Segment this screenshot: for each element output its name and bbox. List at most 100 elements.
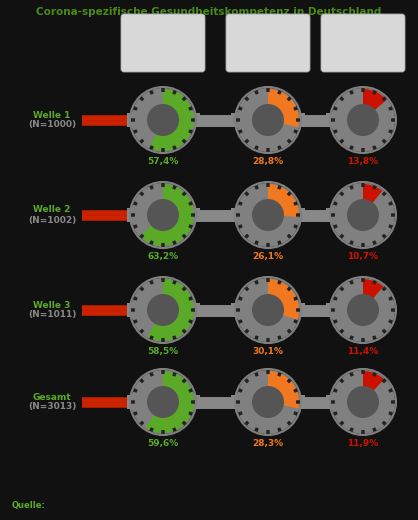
Wedge shape xyxy=(330,400,335,404)
Circle shape xyxy=(252,386,284,418)
Wedge shape xyxy=(266,148,270,153)
Wedge shape xyxy=(235,118,240,122)
Wedge shape xyxy=(149,184,154,190)
Wedge shape xyxy=(138,421,144,426)
Wedge shape xyxy=(243,421,250,426)
Wedge shape xyxy=(132,388,138,393)
Wedge shape xyxy=(293,388,299,393)
Wedge shape xyxy=(132,201,138,206)
Wedge shape xyxy=(172,371,177,377)
Wedge shape xyxy=(254,145,259,151)
FancyBboxPatch shape xyxy=(295,113,305,127)
Wedge shape xyxy=(277,335,282,341)
Text: Inadäquate: Inadäquate xyxy=(336,25,390,34)
Wedge shape xyxy=(243,95,250,101)
Wedge shape xyxy=(382,95,387,101)
Wedge shape xyxy=(372,371,377,377)
Wedge shape xyxy=(145,371,194,433)
Circle shape xyxy=(236,88,300,152)
Wedge shape xyxy=(287,421,293,426)
Wedge shape xyxy=(172,184,177,190)
Wedge shape xyxy=(149,279,154,285)
Text: Ausreichende: Ausreichende xyxy=(130,25,196,34)
Wedge shape xyxy=(182,378,188,383)
Wedge shape xyxy=(188,388,194,393)
FancyBboxPatch shape xyxy=(326,303,336,317)
Wedge shape xyxy=(161,277,165,282)
Wedge shape xyxy=(293,296,299,301)
Text: 11,4%: 11,4% xyxy=(347,347,379,356)
Wedge shape xyxy=(138,139,144,145)
Wedge shape xyxy=(332,224,338,229)
FancyBboxPatch shape xyxy=(326,113,336,127)
Wedge shape xyxy=(382,329,387,334)
Wedge shape xyxy=(132,106,138,111)
Wedge shape xyxy=(277,371,282,377)
Text: Gesundheitsko: Gesundheitsko xyxy=(331,36,395,45)
Wedge shape xyxy=(388,224,394,229)
Wedge shape xyxy=(172,335,177,341)
Circle shape xyxy=(147,294,179,326)
Wedge shape xyxy=(182,95,188,101)
Wedge shape xyxy=(138,190,144,197)
Wedge shape xyxy=(330,308,335,312)
Wedge shape xyxy=(266,243,270,248)
Wedge shape xyxy=(388,201,394,206)
Wedge shape xyxy=(391,308,396,312)
Wedge shape xyxy=(361,338,365,343)
Wedge shape xyxy=(361,277,365,282)
Circle shape xyxy=(252,199,284,231)
Wedge shape xyxy=(268,89,299,127)
Wedge shape xyxy=(237,224,243,229)
Circle shape xyxy=(252,294,284,326)
Wedge shape xyxy=(254,335,259,341)
Wedge shape xyxy=(382,233,387,240)
Text: 59,6%: 59,6% xyxy=(148,439,178,448)
FancyBboxPatch shape xyxy=(190,208,200,222)
FancyBboxPatch shape xyxy=(231,113,241,127)
Wedge shape xyxy=(182,233,188,240)
Wedge shape xyxy=(191,308,196,312)
Circle shape xyxy=(347,294,379,326)
Circle shape xyxy=(236,370,300,434)
FancyBboxPatch shape xyxy=(190,303,200,317)
Wedge shape xyxy=(372,335,377,341)
Wedge shape xyxy=(235,213,240,217)
Wedge shape xyxy=(372,89,377,95)
Wedge shape xyxy=(363,89,387,120)
Text: 28,3%: 28,3% xyxy=(252,439,283,448)
FancyBboxPatch shape xyxy=(295,303,305,317)
Wedge shape xyxy=(388,106,394,111)
Wedge shape xyxy=(182,285,188,291)
Circle shape xyxy=(347,199,379,231)
FancyBboxPatch shape xyxy=(231,395,241,409)
Wedge shape xyxy=(237,106,243,111)
Circle shape xyxy=(147,104,179,136)
Wedge shape xyxy=(268,371,299,408)
Text: Quelle:: Quelle: xyxy=(12,501,46,510)
Text: Gesundheitsko: Gesundheitsko xyxy=(236,36,300,45)
Wedge shape xyxy=(277,427,282,433)
Text: Problematische: Problematische xyxy=(230,25,306,34)
Wedge shape xyxy=(130,213,135,217)
Circle shape xyxy=(147,386,179,418)
Wedge shape xyxy=(243,139,250,145)
Text: 26,1%: 26,1% xyxy=(252,252,283,261)
FancyBboxPatch shape xyxy=(231,208,241,222)
Wedge shape xyxy=(188,129,194,134)
Wedge shape xyxy=(287,233,293,240)
Wedge shape xyxy=(339,285,344,291)
Wedge shape xyxy=(237,388,243,393)
Circle shape xyxy=(147,199,179,231)
Wedge shape xyxy=(149,89,154,95)
Wedge shape xyxy=(287,95,293,101)
Wedge shape xyxy=(149,427,154,433)
Wedge shape xyxy=(361,243,365,248)
Text: 58,5%: 58,5% xyxy=(148,347,178,356)
Wedge shape xyxy=(277,145,282,151)
Wedge shape xyxy=(188,106,194,111)
Wedge shape xyxy=(287,190,293,197)
Wedge shape xyxy=(130,308,135,312)
FancyBboxPatch shape xyxy=(321,14,405,72)
Wedge shape xyxy=(138,95,144,101)
